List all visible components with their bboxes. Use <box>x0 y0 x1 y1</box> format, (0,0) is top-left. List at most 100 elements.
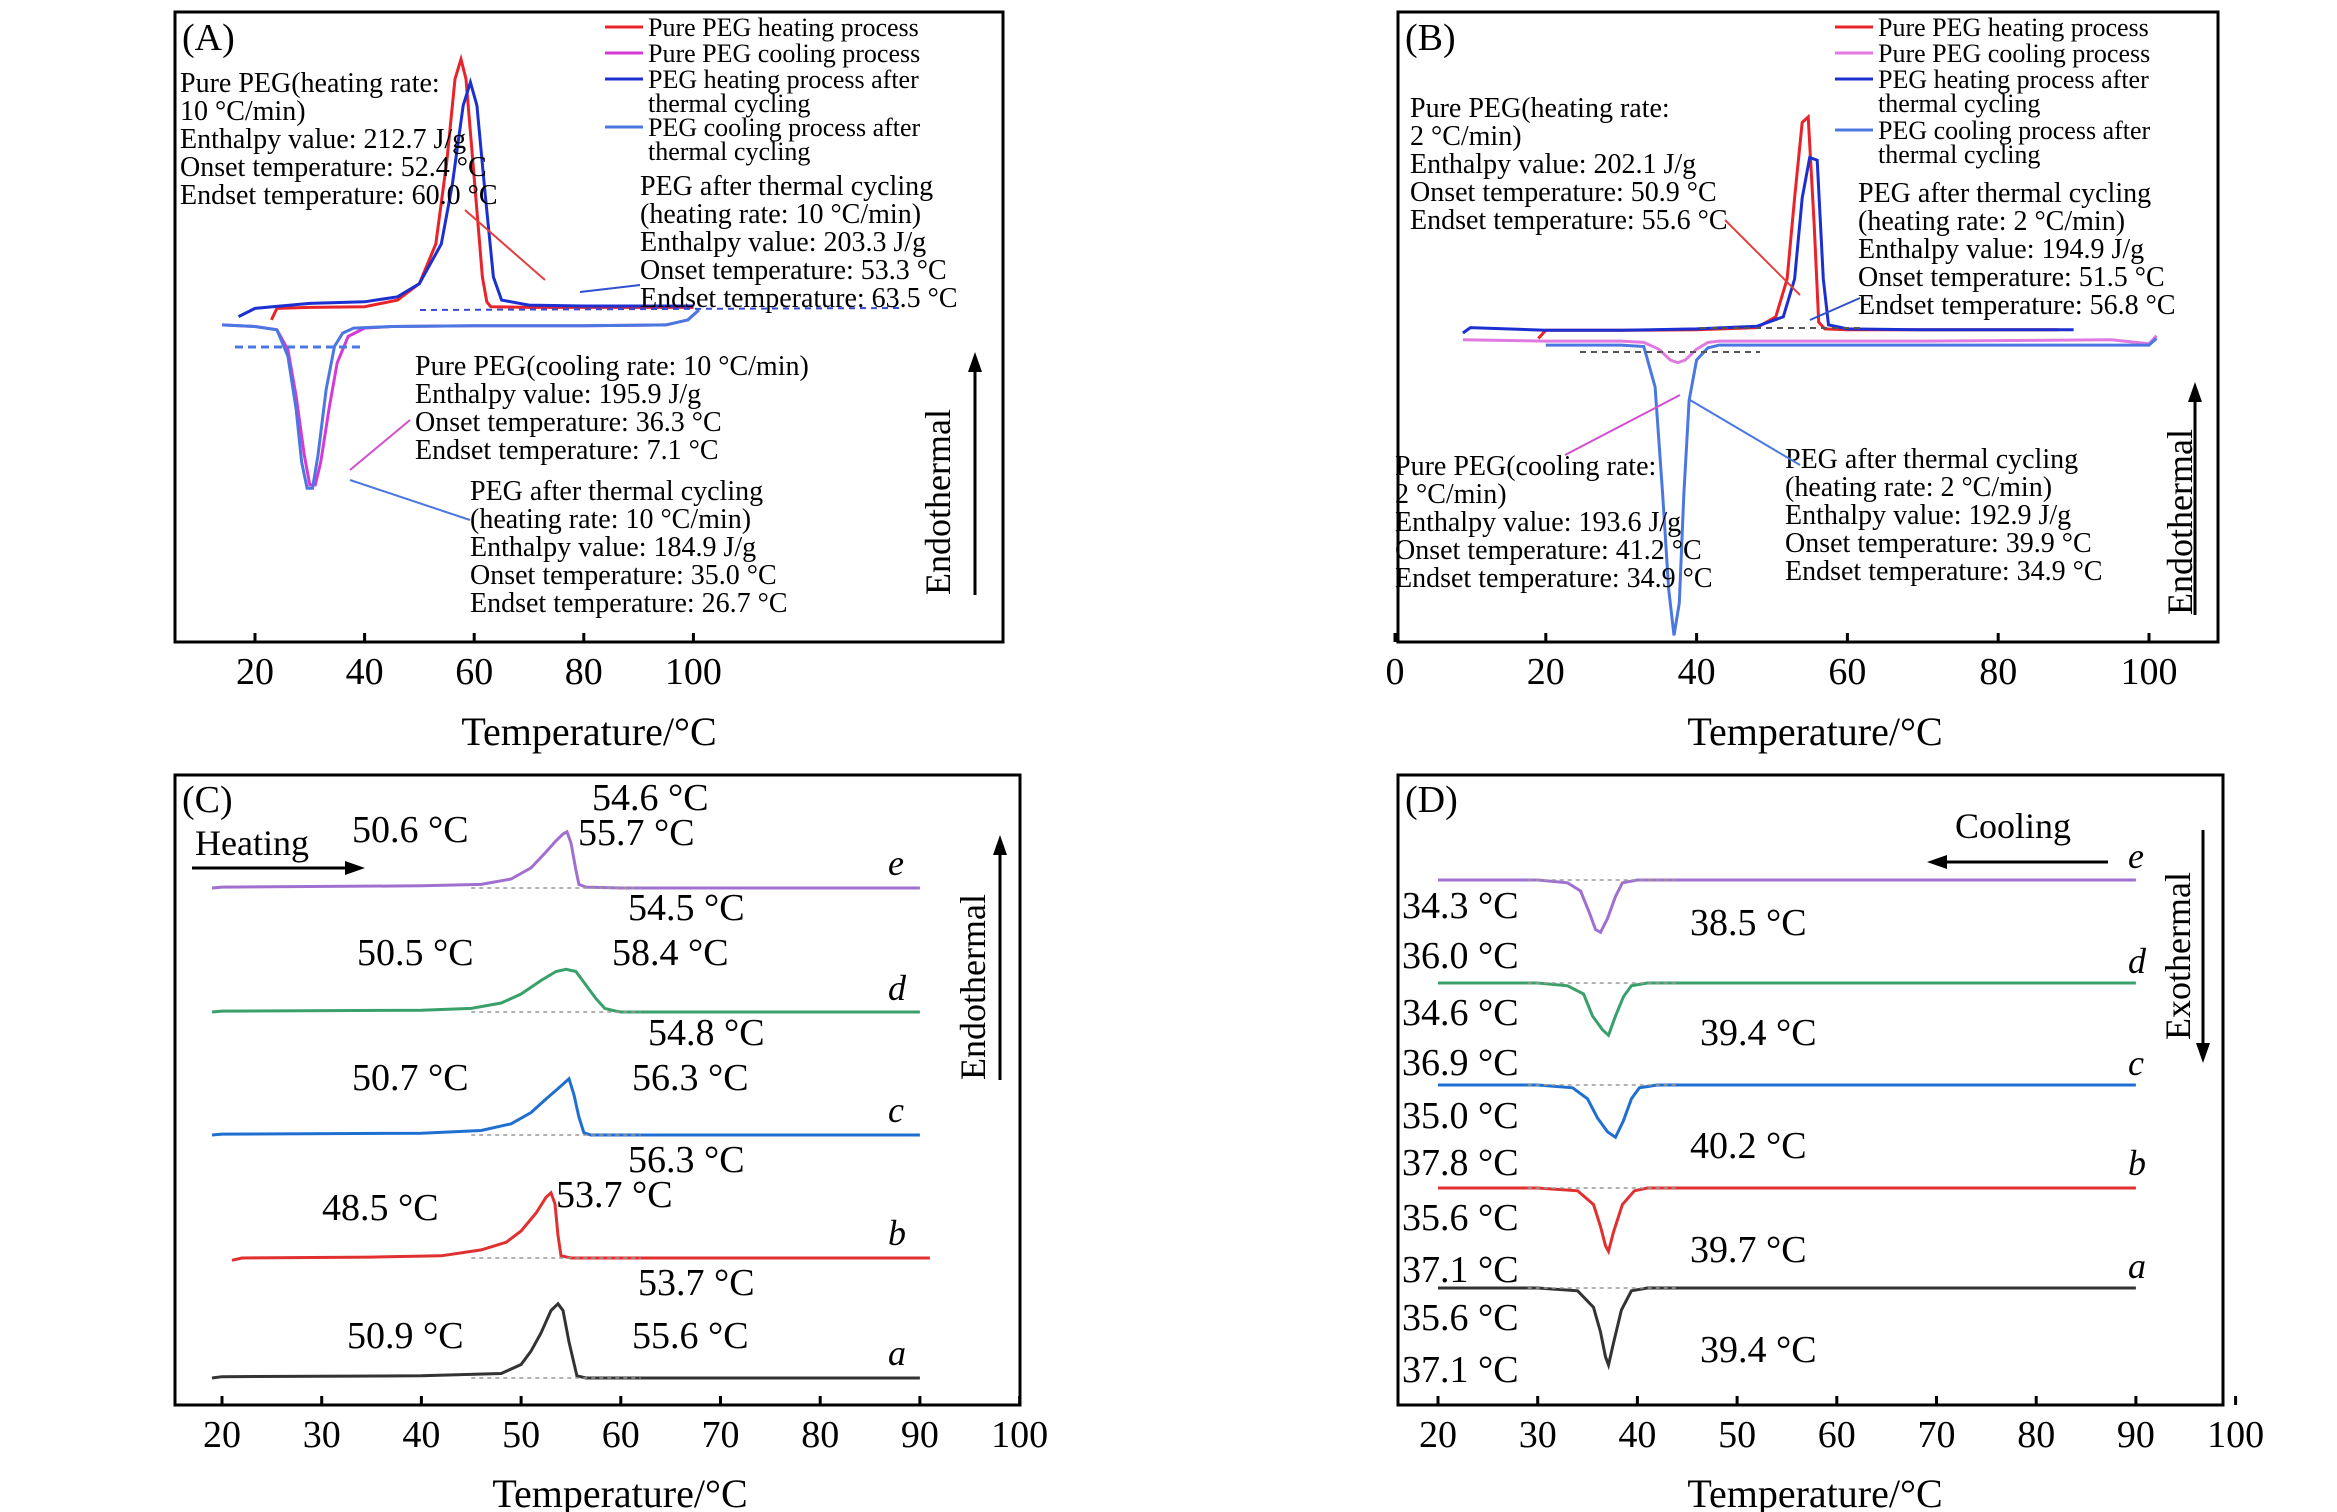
panel-c-onset-a: 50.9 °C <box>347 1315 464 1357</box>
annotation-line: Onset temperature: 51.5 °C <box>1858 262 2165 293</box>
panel-c-curve-label-c: c <box>888 1090 904 1130</box>
panel-b-leader-4 <box>1689 399 1801 466</box>
annotation-line: Onset temperature: 39.9 °C <box>1785 528 2092 559</box>
panel-d: (D) 20 30 40 50 60 70 80 90 100 Temperature/°C e… <box>1396 773 2264 1512</box>
panel-d-peak-b: 37.1 °C <box>1402 1249 1519 1291</box>
x-tick-label: 100 <box>2207 1414 2264 1456</box>
annotation-line: Pure PEG(heating rate: <box>1410 93 1670 124</box>
panel-d-onset-d: 34.6 °C <box>1402 992 1519 1034</box>
panel-c-peak-c: 54.8 °C <box>648 1012 765 1054</box>
x-tick-label: 20 <box>203 1414 241 1456</box>
panel-c-endo-arrowhead <box>993 835 1007 855</box>
panel-c-frame <box>173 773 1022 1407</box>
annotation-line: PEG after thermal cycling <box>1785 444 2078 475</box>
panel-a-leader-3 <box>349 419 411 471</box>
x-tick-label: 80 <box>565 651 603 693</box>
panel-d-curve-a <box>1438 1286 2136 1371</box>
x-tick-label: 0 <box>1386 651 1405 693</box>
panel-c: (C) 20 30 40 50 60 70 80 90 100 Temperature/°C e… <box>173 773 1048 1512</box>
legend-text-cycled-cooling-2: thermal cycling <box>1878 140 2040 169</box>
x-tick-label: 100 <box>665 651 722 693</box>
panel-c-endset-a: 55.6 °C <box>632 1315 749 1357</box>
panel-d-peak-a: 37.1 °C <box>1402 1349 1519 1391</box>
panel-d-frame <box>1396 773 2225 1407</box>
panel-c-peak-a: 53.7 °C <box>638 1262 755 1304</box>
legend-text-pure-heating: Pure PEG heating process <box>1878 13 2149 42</box>
panel-d-curve-e <box>1438 878 2136 935</box>
panel-d-label: (D) <box>1405 779 1458 821</box>
annotation-line: Onset temperature: 50.9 °C <box>1410 177 1717 208</box>
legend-text-cycled-heating-2: thermal cycling <box>648 89 810 118</box>
annotation-line: (heating rate: 10 °C/min) <box>470 504 751 535</box>
annotation-line: Enthalpy value: 195.9 J/g <box>415 379 701 410</box>
panel-c-peak-d: 54.5 °C <box>628 887 745 929</box>
annotation-line: Pure PEG(heating rate: <box>180 68 440 99</box>
legend-text-pure-heating: Pure PEG heating process <box>648 13 919 42</box>
panel-d-endset-d: 39.4 °C <box>1700 1012 1817 1054</box>
annotation-line: Onset temperature: 41.2 °C <box>1395 535 1702 566</box>
panel-d-exo-label: Exothermal <box>2158 872 2198 1040</box>
panel-a-series-1 <box>237 77 694 318</box>
panel-a: (A) 20 40 60 80 100 Temperature/°C Pure PEG … <box>173 10 1005 754</box>
panel-d-onset-e: 34.3 °C <box>1402 885 1519 927</box>
annotation-line: Enthalpy value: 202.1 J/g <box>1410 149 1696 180</box>
panel-c-onset-c: 50.7 °C <box>352 1057 469 1099</box>
legend-text-cycled-cooling: PEG cooling process after <box>1878 116 2151 145</box>
legend-text-cycled-heating-2: thermal cycling <box>1878 89 2040 118</box>
panel-a-series-3 <box>222 308 700 490</box>
panel-d-peak-c: 37.8 °C <box>1402 1142 1519 1184</box>
x-tick-label: 70 <box>1918 1414 1956 1456</box>
panel-c-peak-b: 56.3 °C <box>628 1139 745 1181</box>
panel-b-frame <box>1396 10 2220 644</box>
legend-text-cycled-cooling: PEG cooling process after <box>648 113 921 142</box>
annotation-line: Onset temperature: 36.3 °C <box>415 407 722 438</box>
panel-d-peak-d: 36.9 °C <box>1402 1042 1519 1084</box>
panel-c-label: (C) <box>182 779 233 821</box>
panel-a-label: (A) <box>182 17 235 59</box>
annotation-line: (heating rate: 10 °C/min) <box>640 199 921 230</box>
annotation-line: Endset temperature: 26.7 °C <box>470 588 788 619</box>
panel-b-leader-2 <box>1809 297 1861 321</box>
panel-d-exo-arrowhead <box>2196 1043 2210 1063</box>
panel-b-leader-3 <box>1564 394 1681 456</box>
panel-c-curve-label-a: a <box>888 1333 906 1373</box>
x-tick-label: 100 <box>991 1414 1048 1456</box>
panel-b-endo-label: Endothermal <box>2160 429 2200 615</box>
panel-d-curve-label-a: a <box>2128 1246 2146 1286</box>
annotation-line: Endset temperature: 60.0 °C <box>180 180 498 211</box>
x-tick-label: 20 <box>1527 651 1565 693</box>
panel-c-curve-c <box>211 1076 920 1137</box>
panel-c-endset-c: 56.3 °C <box>632 1057 749 1099</box>
x-tick-label: 30 <box>303 1414 341 1456</box>
panel-d-endset-b: 39.7 °C <box>1690 1229 1807 1271</box>
panel-d-peak-e: 36.0 °C <box>1402 935 1519 977</box>
panel-a-series-0 <box>270 53 694 321</box>
panel-b-series-2 <box>1462 334 2158 365</box>
annotation-line: 2 °C/min) <box>1395 479 1507 510</box>
x-tick-label: 50 <box>1718 1414 1756 1456</box>
legend-text-pure-cooling: Pure PEG cooling process <box>648 39 920 68</box>
panel-a-leader-4 <box>349 479 471 521</box>
annotation-line: Endset temperature: 7.1 °C <box>415 435 719 466</box>
panel-c-xlabel: Temperature/°C <box>492 1471 747 1512</box>
panel-d-xlabel: Temperature/°C <box>1687 1471 1942 1512</box>
x-tick-label: 60 <box>1828 651 1866 693</box>
x-tick-label: 80 <box>2017 1414 2055 1456</box>
x-tick-label: 40 <box>1678 651 1716 693</box>
annotation-line: Endset temperature: 56.8 °C <box>1858 290 2176 321</box>
x-tick-label: 40 <box>402 1414 440 1456</box>
annotation-line: Endset temperature: 34.9 °C <box>1395 563 1713 594</box>
panel-a-leader-2 <box>579 284 641 293</box>
panel-d-onset-b: 35.6 °C <box>1402 1197 1519 1239</box>
annotation-line: Endset temperature: 34.9 °C <box>1785 556 2103 587</box>
panel-a-leader-1 <box>464 209 546 281</box>
x-tick-label: 80 <box>801 1414 839 1456</box>
panel-a-legend: Pure PEG heating process Pure PEG coolin… <box>605 13 921 166</box>
annotation-line: PEG after thermal cycling <box>470 476 763 507</box>
annotation-line: Onset temperature: 53.3 °C <box>640 255 947 286</box>
annotation-line: Enthalpy value: 194.9 J/g <box>1858 234 2144 265</box>
annotation-line: Onset temperature: 35.0 °C <box>470 560 777 591</box>
annotation-line: Pure PEG(cooling rate: 10 °C/min) <box>415 351 809 382</box>
panel-d-onset-a: 35.6 °C <box>1402 1297 1519 1339</box>
